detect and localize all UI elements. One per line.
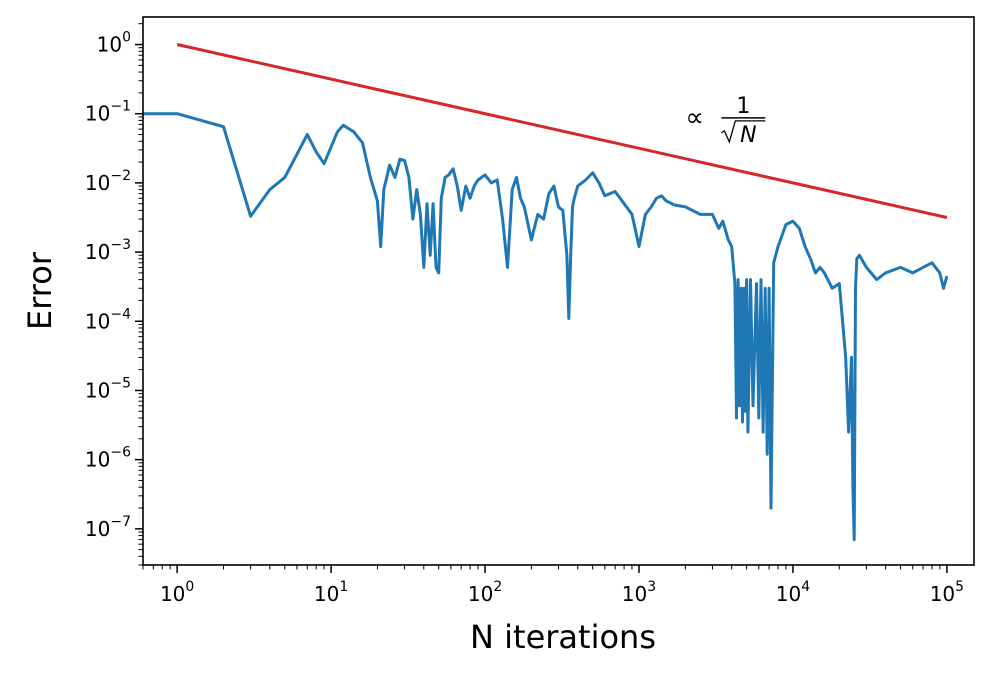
x-axis-title: N iterations — [470, 618, 656, 656]
x-tick-label: 101 — [314, 579, 348, 606]
x-tick-label: 100 — [160, 579, 194, 606]
series-line-2 — [143, 112, 949, 541]
y-tick-label: 10−6 — [85, 445, 131, 472]
x-tick-label: 103 — [622, 579, 656, 606]
series-line-1 — [176, 43, 948, 219]
x-tick-label: 102 — [468, 579, 502, 606]
x-tick-label: 105 — [930, 579, 964, 606]
y-tick-label: 10−1 — [85, 99, 131, 126]
proportional-annotation: ∝ 1 N — [685, 94, 766, 148]
y-tick-label: 10−7 — [85, 514, 131, 541]
x-tick-label: 104 — [776, 579, 810, 606]
annotation-numerator: 1 — [736, 94, 750, 119]
y-tick-label: 10−5 — [85, 375, 131, 402]
y-tick-label: 100 — [97, 30, 131, 57]
y-tick-label: 10−2 — [85, 168, 131, 195]
proportional-symbol: ∝ — [685, 103, 704, 133]
x-axis: 100 101 102 103 104 105 — [142, 565, 964, 606]
y-tick-label: 10−4 — [85, 306, 131, 333]
y-axis: 100 10−1 10−2 10−3 10−4 10−5 10−6 10−7 — [85, 23, 143, 566]
sqrt-sign — [720, 120, 766, 144]
annotation-denominator: N — [740, 123, 756, 148]
y-axis-title: Error — [21, 251, 59, 330]
series-layer — [143, 43, 949, 541]
y-tick-label: 10−3 — [85, 237, 131, 264]
